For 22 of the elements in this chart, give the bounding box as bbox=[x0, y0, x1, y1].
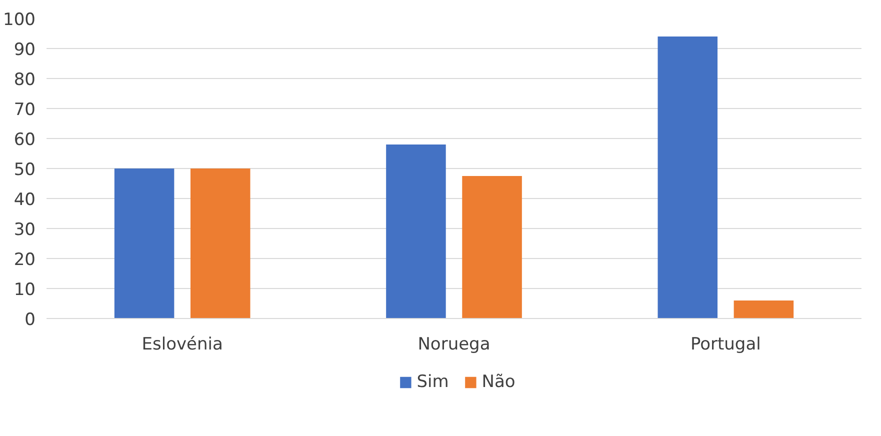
bar bbox=[462, 176, 522, 318]
y-tick-label: 100 bbox=[3, 10, 36, 30]
y-tick-label: 10 bbox=[14, 280, 36, 300]
y-tick-label: 80 bbox=[14, 70, 36, 90]
bar bbox=[734, 300, 794, 318]
bar bbox=[190, 168, 250, 318]
y-tick-label: 30 bbox=[14, 220, 36, 240]
y-tick-label: 40 bbox=[14, 190, 36, 210]
y-tick-label: 70 bbox=[14, 100, 36, 120]
y-tick-label: 20 bbox=[14, 250, 36, 270]
legend-label: Não bbox=[482, 372, 516, 392]
bar bbox=[114, 168, 174, 318]
legend-label: Sim bbox=[416, 372, 449, 392]
x-tick-label: Noruega bbox=[418, 334, 490, 354]
y-tick-label: 0 bbox=[24, 310, 36, 330]
x-tick-label: Eslovénia bbox=[142, 334, 223, 354]
bar bbox=[386, 144, 446, 318]
bar bbox=[658, 36, 718, 318]
x-tick-label: Portugal bbox=[690, 334, 761, 354]
y-tick-label: 90 bbox=[14, 40, 36, 60]
y-tick-label: 50 bbox=[14, 160, 36, 180]
y-tick-label: 60 bbox=[14, 130, 36, 150]
